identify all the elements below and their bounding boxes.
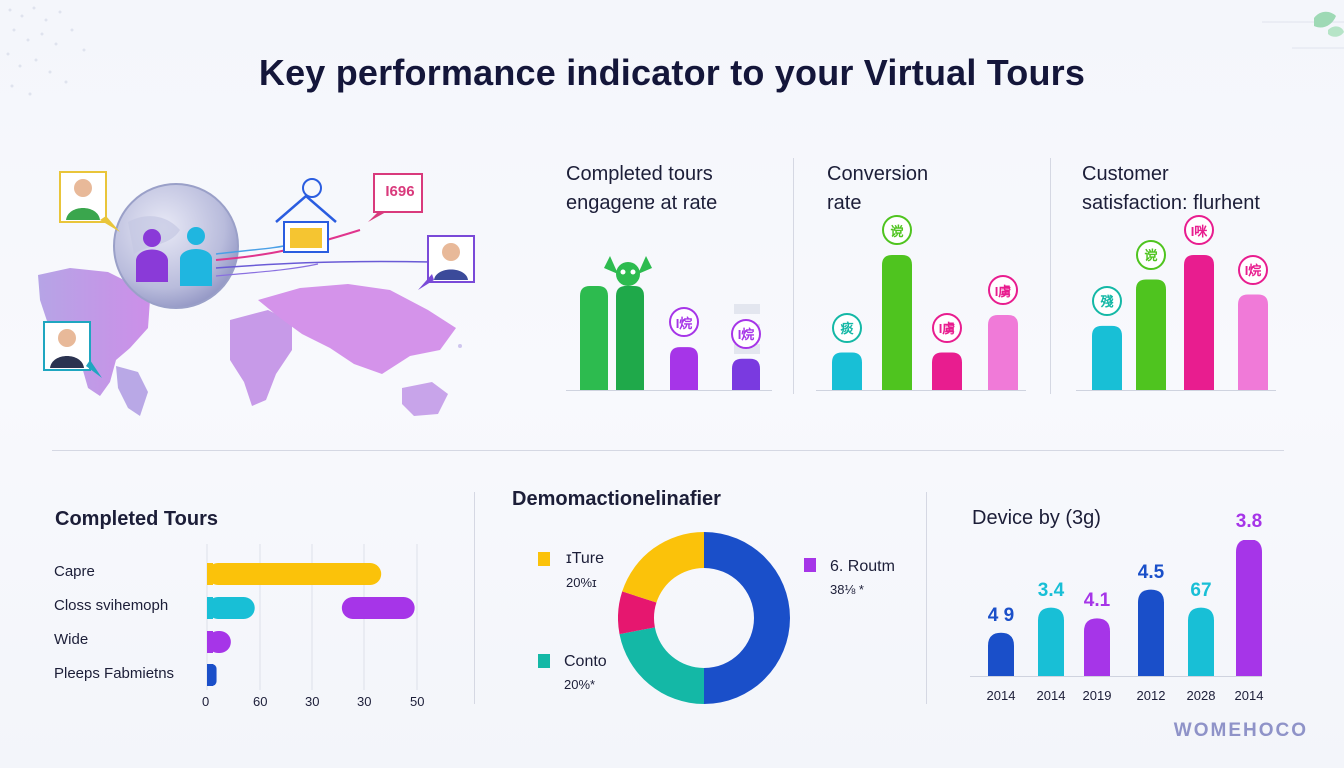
bar <box>207 563 382 585</box>
device-bar-chart <box>970 540 1262 677</box>
bar-badge-label: I虜 <box>988 275 1018 305</box>
bar <box>1188 607 1214 676</box>
donut-chart-title: Demomactionelinafier <box>512 488 721 510</box>
bar-badge-label: 谠 <box>1136 239 1166 270</box>
legend-label: Conto <box>564 653 607 670</box>
bar-badge-label: I咪 <box>1184 215 1214 245</box>
bar-badge-label: I虜 <box>932 312 962 343</box>
panel-separator <box>474 492 475 704</box>
bar-badge-label: I烷 <box>731 318 761 349</box>
bar-base <box>207 631 213 653</box>
donut-slice <box>704 532 790 704</box>
bar <box>988 632 1014 676</box>
panel-separator <box>926 492 927 704</box>
bar <box>1038 607 1064 676</box>
bar-badge-label: I烷 <box>669 307 699 338</box>
demographics-donut-chart <box>618 532 790 704</box>
bar <box>932 352 962 390</box>
legend-swatch <box>538 552 550 566</box>
bar <box>832 352 862 390</box>
conversion-bar-chart <box>816 255 1026 391</box>
bar <box>1238 294 1268 390</box>
row-label: Wide <box>54 631 89 648</box>
page-title: Key performance indicator to your Virtua… <box>258 52 1086 93</box>
bar-base <box>207 664 213 686</box>
row-label: Pleeps Fabmietns <box>54 665 175 682</box>
legend-label: 6. Routm <box>830 558 895 575</box>
bar-badge-label: 谠 <box>882 215 912 245</box>
completed-tours-bar-chart <box>206 544 418 690</box>
satisfaction-bar-chart <box>1076 255 1276 391</box>
bar <box>341 597 415 619</box>
bar <box>1084 618 1110 676</box>
leaf-icon <box>1262 11 1344 49</box>
bar-value-label: 3.8 <box>1235 511 1263 533</box>
x-tick-label: 50 <box>410 694 425 709</box>
bar <box>1136 279 1166 390</box>
bar-value-label: 4.5 <box>1137 561 1165 583</box>
bar-badge-label: 痰 <box>832 312 862 343</box>
x-tick-label: 2019 <box>1082 688 1112 703</box>
row-label: Closs svihemoph <box>54 597 169 614</box>
bar <box>670 347 698 390</box>
bar <box>882 255 912 390</box>
bar <box>1184 255 1214 390</box>
x-tick-label: 2028 <box>1186 688 1216 703</box>
satisfaction-panel-title: Customer satisfaction: flurhent <box>1082 163 1260 214</box>
x-tick-label: 2014 <box>1234 688 1264 703</box>
bar-value-label: 4 9 <box>987 604 1015 626</box>
bar-base <box>207 563 213 585</box>
bar <box>580 286 608 390</box>
bar <box>616 286 644 390</box>
engagement-panel-title: Completed tours engagenɐ at rate <box>566 163 718 214</box>
donut-slice <box>618 591 657 635</box>
bar-base <box>207 597 213 619</box>
bar <box>988 315 1018 390</box>
x-tick-label: 30 <box>357 694 372 709</box>
legend-swatch <box>538 654 550 668</box>
legend-percent: 38⅛ * <box>830 582 864 597</box>
x-tick-label: 2012 <box>1136 688 1166 703</box>
stat-tag-label: I696 <box>385 183 415 200</box>
conversion-panel-title: Conversion rate <box>827 163 929 214</box>
bar <box>1236 540 1262 676</box>
bar <box>732 358 760 390</box>
bar <box>207 597 255 619</box>
world-map-illustration <box>38 171 475 416</box>
x-tick-label: 2014 <box>986 688 1016 703</box>
bar-value-label: 4.1 <box>1083 590 1111 612</box>
section-divider <box>52 450 1284 451</box>
bar <box>1138 589 1164 676</box>
bar-value-label: 67 <box>1190 579 1212 601</box>
legend-percent: 20%* <box>564 677 596 692</box>
legend-percent: 20%ɪ <box>566 575 597 590</box>
panel-separator <box>793 158 794 394</box>
legend-label: ɪTure <box>566 550 604 567</box>
device-chart-title: Device by (3g) <box>972 507 1101 529</box>
row-label: Capre <box>54 563 95 580</box>
bar <box>1092 325 1122 390</box>
x-tick-label: 0 <box>202 694 210 709</box>
bar-badge-label: 殘 <box>1092 285 1122 316</box>
bar-badge-label: I烷 <box>1238 254 1268 285</box>
panel-separator <box>1050 158 1051 394</box>
completed-tours-title: Completed Tours <box>55 508 218 530</box>
brand-watermark: WOMEHOCO <box>1173 720 1308 741</box>
donut-slice <box>622 532 704 603</box>
engagement-bar-chart <box>566 286 772 391</box>
donut-slice <box>619 627 704 704</box>
corner-dot-pattern <box>6 6 86 96</box>
bar-value-label: 3.4 <box>1037 579 1065 601</box>
x-tick-label: 30 <box>305 694 320 709</box>
legend-swatch <box>804 558 816 572</box>
x-tick-label: 60 <box>253 694 268 709</box>
x-tick-label: 2014 <box>1036 688 1066 703</box>
